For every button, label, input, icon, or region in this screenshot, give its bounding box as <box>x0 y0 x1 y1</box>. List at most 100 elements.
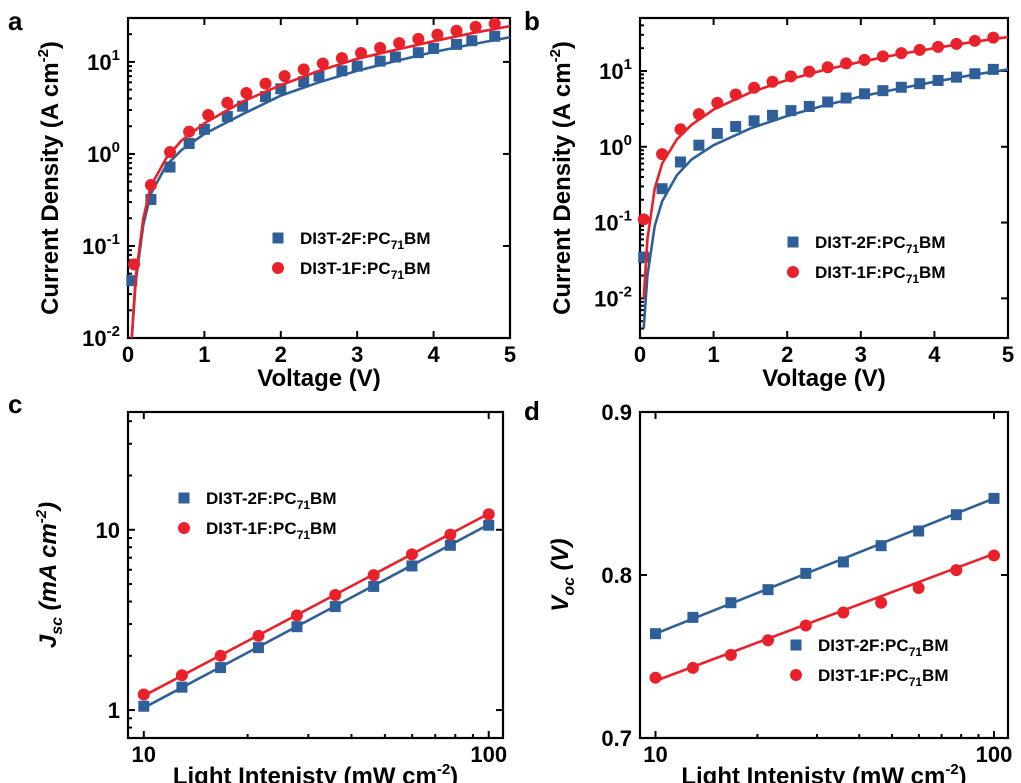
data-point-square <box>298 76 310 88</box>
x-tick-label: 0 <box>634 342 646 367</box>
legend-label: DI3T-2F:PC71BM <box>818 636 949 659</box>
y-tick-label: 100 <box>87 139 120 167</box>
data-point-square <box>466 35 478 47</box>
data-point-square <box>489 30 501 42</box>
data-point-circle <box>128 258 141 271</box>
legend-label: DI3T-1F:PC71BM <box>815 263 946 286</box>
data-point-square <box>987 63 999 75</box>
data-point-square <box>221 111 233 123</box>
data-point-square <box>260 91 272 103</box>
legend-label: DI3T-1F:PC71BM <box>300 259 431 282</box>
legend-marker-circle <box>178 522 190 534</box>
x-tick-label: 2 <box>781 342 793 367</box>
y-tick-label: 1 <box>108 698 120 723</box>
data-point-square <box>674 156 686 168</box>
data-point-circle <box>316 57 329 70</box>
data-point-square <box>275 83 287 95</box>
data-point-circle <box>932 40 945 53</box>
data-point-circle <box>840 57 853 70</box>
data-point-square <box>766 109 778 121</box>
legend-marker-circle <box>787 266 799 278</box>
data-point-square <box>785 105 797 117</box>
data-point-circle <box>724 648 737 661</box>
legend-marker-circle <box>790 669 802 681</box>
data-point-circle <box>297 63 310 76</box>
data-point-circle <box>784 70 797 83</box>
data-point-square <box>877 85 889 97</box>
data-point-square <box>368 580 380 592</box>
data-point-circle <box>895 47 908 60</box>
panel-c: 10 100 1 10 DI3T-2F:PC71BM DI3T-1F:PC71BM Ligh… <box>33 410 507 783</box>
data-point-square <box>451 38 463 50</box>
y-axis-label: Current Density (A cm-2) <box>35 41 64 315</box>
data-point-circle <box>252 629 265 642</box>
legend-marker-square <box>178 492 190 504</box>
legend-marker-square <box>790 639 802 651</box>
x-tick-label: 10 <box>132 742 156 767</box>
data-point-square <box>483 519 495 531</box>
data-point-square <box>406 560 418 572</box>
x-axis-label: Light Intenisty (mW cm-2) <box>173 761 458 783</box>
data-point-circle <box>367 569 380 582</box>
data-point-square <box>656 183 668 195</box>
legend-marker-circle <box>272 262 284 274</box>
data-point-circle <box>837 606 850 619</box>
panel-label-c: c <box>8 389 22 419</box>
data-point-square <box>126 275 138 287</box>
data-point-square <box>875 540 887 552</box>
data-point-square <box>638 251 650 263</box>
data-point-square <box>748 115 760 127</box>
legend-label: DI3T-2F:PC71BM <box>815 233 946 256</box>
axes-frame <box>638 410 1010 740</box>
fit-line-blue <box>143 523 490 709</box>
data-point-square <box>313 70 325 82</box>
x-tick-label: 5 <box>1002 342 1014 367</box>
x-tick-label: 4 <box>928 342 941 367</box>
data-point-square <box>950 71 962 83</box>
data-point-square <box>762 584 774 596</box>
fit-line-red <box>143 512 490 697</box>
y-tick-label: 10-2 <box>82 323 120 351</box>
panel-d: 10 100 0.7 0.8 0.9 DI3T-2F:PC71BM DI3T-1F:PC71… <box>547 400 1012 783</box>
data-point-square <box>444 539 456 551</box>
data-point-circle <box>164 145 177 158</box>
data-point-circle <box>637 213 650 226</box>
data-point-circle <box>214 649 227 662</box>
y-tick-label: 100 <box>599 132 632 160</box>
data-point-circle <box>290 609 303 622</box>
data-point-circle <box>762 634 775 647</box>
data-point-circle <box>335 52 348 65</box>
data-point-circle <box>950 37 963 50</box>
data-point-square <box>428 42 440 54</box>
x-axis-label: Voltage (V) <box>762 365 886 392</box>
data-point-circle <box>374 41 387 54</box>
panel-b: 0 1 2 3 4 5 10-2 10-1 100 101 DI3T-2F:PC71BM DI3T-1… <box>547 16 1014 392</box>
panel-label-b: b <box>524 6 540 36</box>
data-point-circle <box>748 81 761 94</box>
data-point-circle <box>405 548 418 561</box>
y-axis-label: Current Density (A cm-2) <box>547 41 576 315</box>
data-point-square <box>237 100 249 112</box>
data-point-square <box>687 611 699 623</box>
data-point-circle <box>444 528 457 541</box>
y-axis-label: Jsc (mA cm-2) <box>33 502 66 648</box>
panel-label-d: d <box>524 396 540 426</box>
data-point-circle <box>412 32 425 45</box>
data-point-square <box>913 525 925 537</box>
data-point-circle <box>240 86 253 99</box>
data-point-square <box>252 642 264 654</box>
data-point-circle <box>987 31 1000 44</box>
x-axis-label: Voltage (V) <box>257 365 381 392</box>
fit-line-red <box>655 552 995 683</box>
fit-line-blue <box>655 497 995 635</box>
axes-frame <box>638 16 1010 340</box>
y-tick-label: 10-1 <box>594 208 632 236</box>
data-point-square <box>389 51 401 63</box>
data-point-square <box>800 567 812 579</box>
x-tick-label: 100 <box>470 742 507 767</box>
data-point-square <box>837 556 849 568</box>
panel-label-a: a <box>8 6 23 36</box>
data-point-square <box>822 96 834 108</box>
data-point-circle <box>686 661 699 674</box>
